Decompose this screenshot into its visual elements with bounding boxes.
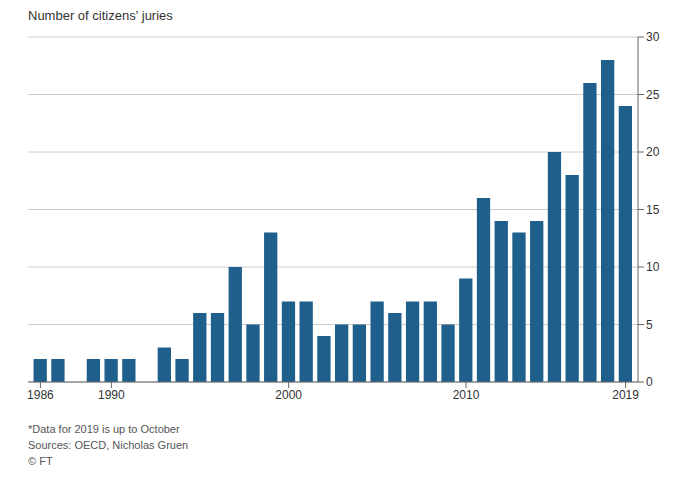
html-text:Number of citizens' juries: Number of citizens' juries	[28, 8, 173, 23]
html-text:© FT: © FT	[28, 455, 53, 467]
html-text:*Data for 2019 is up to Octobe: *Data for 2019 is up to October	[28, 423, 180, 435]
svg-text:20: 20	[646, 145, 660, 159]
svg-text:5: 5	[646, 318, 653, 332]
svg-text:2019: 2019	[612, 388, 639, 402]
svg-text:1990: 1990	[98, 388, 125, 402]
html-text:Sources: OECD, Nicholas Gruen: Sources: OECD, Nicholas Gruen	[28, 439, 189, 451]
svg-text:1986: 1986	[27, 388, 54, 402]
svg-text:10: 10	[646, 260, 660, 274]
svg-text:0: 0	[646, 375, 653, 389]
svg-text:30: 30	[646, 30, 660, 44]
svg-text:2000: 2000	[275, 388, 302, 402]
svg-text:15: 15	[646, 203, 660, 217]
svg-text:25: 25	[646, 88, 660, 102]
svg-text:2010: 2010	[453, 388, 480, 402]
